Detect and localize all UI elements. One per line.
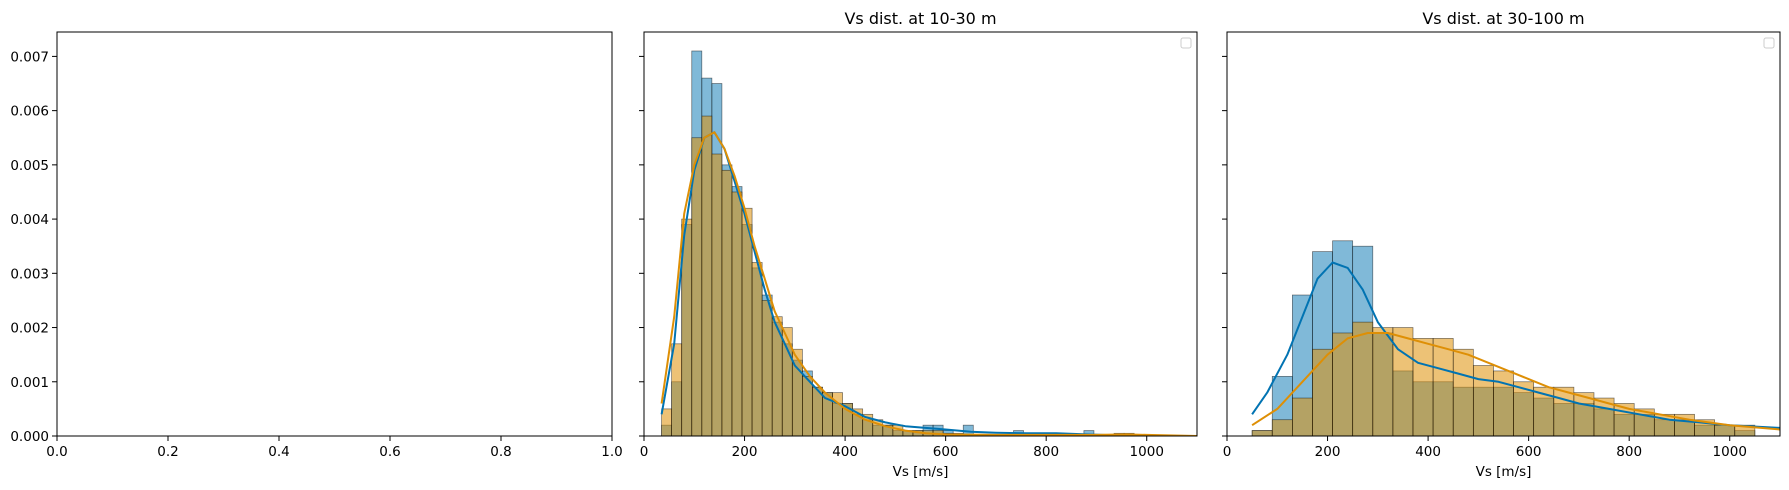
histogram-bar bbox=[671, 343, 683, 436]
chart-title: Vs dist. at 10-30 m bbox=[844, 9, 996, 28]
y-tick-label: 0.007 bbox=[10, 49, 49, 65]
histogram-bar bbox=[701, 115, 713, 436]
x-tick-label: 600 bbox=[1516, 444, 1542, 460]
kde-line-orange bbox=[1251, 332, 1780, 431]
series-orange-bars bbox=[661, 115, 1135, 436]
axes-frame bbox=[56, 31, 613, 437]
histogram-bar bbox=[1472, 365, 1494, 436]
y-tick-label: 0.001 bbox=[10, 375, 49, 391]
y-tick-label: 0.006 bbox=[10, 104, 49, 120]
x-tick-label: 200 bbox=[1315, 444, 1341, 460]
panel-empty: 0.0 0.2 0.4 0.6 0.8 1.0 0.000 0.001 0.002 0.003 0.… bbox=[10, 31, 623, 460]
x-tick-label: 0.8 bbox=[490, 444, 511, 460]
y-tick-label: 0.002 bbox=[10, 321, 49, 337]
series-orange-bars bbox=[1251, 321, 1756, 436]
histogram-bar bbox=[1392, 327, 1414, 436]
histogram-bar bbox=[1432, 338, 1454, 436]
x-tick-label: 0.6 bbox=[379, 444, 400, 460]
histogram-bar bbox=[1251, 430, 1273, 436]
histogram-bar bbox=[721, 169, 733, 436]
chart-title: Vs dist. at 30-100 m bbox=[1422, 9, 1584, 28]
x-tick-label: 400 bbox=[1415, 444, 1441, 460]
x-tick-label: 0.0 bbox=[46, 444, 67, 460]
x-tick-label: 1000 bbox=[1713, 444, 1747, 460]
histogram-bar bbox=[1412, 338, 1434, 436]
histogram-bar bbox=[1271, 419, 1293, 436]
legend-box bbox=[1763, 37, 1775, 49]
histogram-bar bbox=[1372, 327, 1394, 436]
x-tick-label: 1.0 bbox=[601, 444, 622, 460]
x-tick-label: 0.4 bbox=[268, 444, 289, 460]
x-axis-label: Vs [m/s] bbox=[893, 464, 949, 480]
histogram-bar bbox=[1352, 321, 1374, 436]
y-tick-label: 0.005 bbox=[10, 158, 49, 174]
histogram-bar bbox=[1292, 397, 1313, 436]
x-tick-label: 0 bbox=[640, 444, 649, 460]
x-tick-label: 800 bbox=[1033, 444, 1059, 460]
axes-frame bbox=[643, 31, 1198, 437]
histogram-bar bbox=[802, 375, 813, 436]
y-tick-label: 0.000 bbox=[10, 429, 49, 445]
histogram-bar bbox=[711, 153, 723, 436]
histogram-bar bbox=[1312, 348, 1333, 436]
x-tick-label: 0 bbox=[1223, 444, 1232, 460]
histogram-bar bbox=[761, 300, 773, 436]
histogram-bar bbox=[1452, 348, 1474, 436]
x-tick-label: 600 bbox=[933, 444, 959, 460]
x-tick-label: 800 bbox=[1616, 444, 1642, 460]
x-tick-label: 400 bbox=[832, 444, 858, 460]
kde-line-blue bbox=[1251, 261, 1780, 429]
histogram-bar bbox=[751, 262, 763, 436]
legend-box bbox=[1180, 37, 1192, 49]
histogram-bar bbox=[1553, 386, 1575, 436]
x-tick-label: 1000 bbox=[1130, 444, 1164, 460]
histogram-bar bbox=[731, 191, 743, 436]
x-tick-label: 0.2 bbox=[157, 444, 178, 460]
x-tick-label: 200 bbox=[732, 444, 758, 460]
histogram-bar bbox=[661, 408, 673, 436]
kde-line-orange bbox=[660, 131, 1197, 436]
plot-area bbox=[1251, 240, 1780, 436]
panel-vs-30-100: 0 200 400 600 800 1000 Vs dist. at 30-100 m Vs … bbox=[1222, 9, 1781, 480]
histogram-bar bbox=[741, 207, 753, 436]
y-tick-label: 0.003 bbox=[10, 266, 49, 282]
x-axis-label: Vs [m/s] bbox=[1476, 464, 1532, 480]
histogram-bar bbox=[1714, 424, 1736, 436]
panel-vs-10-30: 0 200 400 600 800 1000 Vs dist. at 10-30 m Vs [… bbox=[639, 9, 1198, 480]
y-tick-label: 0.004 bbox=[10, 212, 49, 228]
axes-frame bbox=[1226, 31, 1781, 437]
plot-area bbox=[660, 50, 1197, 436]
